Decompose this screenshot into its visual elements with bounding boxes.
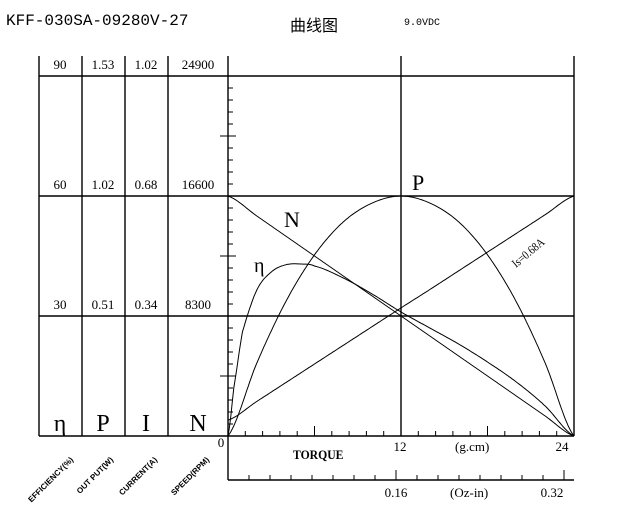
scale-value: 8300 bbox=[185, 297, 211, 312]
stall-current-label: Is=0.68A bbox=[510, 236, 548, 271]
scale-symbol: N bbox=[189, 411, 206, 437]
ozin-032-label: 0.32 bbox=[541, 485, 564, 500]
motor-performance-chart: 90 60 30 η 1.53 1.02 0.51 P 1.02 0.68 0.34 I 24900 16… bbox=[38, 56, 575, 500]
model-title: KFF-030SA-09280V-27 bbox=[6, 12, 189, 30]
scale-table-grid bbox=[38, 56, 229, 437]
torque-12-label: 12 bbox=[394, 439, 407, 454]
scale-value: 0.51 bbox=[92, 297, 115, 312]
scale-value: 0.68 bbox=[135, 177, 158, 192]
ozin-unit-label: (Oz-in) bbox=[450, 485, 488, 500]
plot-grid bbox=[227, 56, 575, 481]
scale-symbol: η bbox=[54, 411, 67, 437]
scale-value: 90 bbox=[54, 57, 67, 72]
torque-zero-label: 0 bbox=[218, 435, 225, 450]
scale-value: 0.34 bbox=[135, 297, 158, 312]
torque-24-label: 24 bbox=[556, 439, 570, 454]
gcm-unit-label: (g.cm) bbox=[455, 439, 489, 454]
speed-curve bbox=[227, 195, 575, 437]
voltage-label: 9.0VDC bbox=[404, 18, 441, 29]
torque-axis-title: TORQUE bbox=[293, 447, 343, 462]
axis-ticks bbox=[220, 75, 575, 480]
current-curve bbox=[227, 195, 575, 421]
scale-value: 30 bbox=[54, 297, 67, 312]
scale-value: 24900 bbox=[182, 57, 215, 72]
efficiency-curve bbox=[227, 263, 575, 437]
scale-value: 1.02 bbox=[92, 177, 115, 192]
ozin-016-label: 0.16 bbox=[385, 485, 408, 500]
chart-title: 曲线图 bbox=[290, 16, 339, 35]
scale-value: 16600 bbox=[182, 177, 215, 192]
speed-curve-label: N bbox=[284, 207, 300, 232]
power-curve bbox=[227, 195, 575, 437]
efficiency-curve-label: η bbox=[254, 255, 264, 277]
scale-value: 1.53 bbox=[92, 57, 115, 72]
scale-values: 90 60 30 η 1.53 1.02 0.51 P 1.02 0.68 0.34 I 24900 16… bbox=[54, 57, 215, 437]
power-curve-label: P bbox=[412, 170, 424, 195]
curves bbox=[227, 195, 575, 437]
scale-value: 1.02 bbox=[135, 57, 158, 72]
scale-value: 60 bbox=[54, 177, 67, 192]
scale-symbol: I bbox=[142, 411, 150, 437]
scale-symbol: P bbox=[96, 411, 109, 437]
